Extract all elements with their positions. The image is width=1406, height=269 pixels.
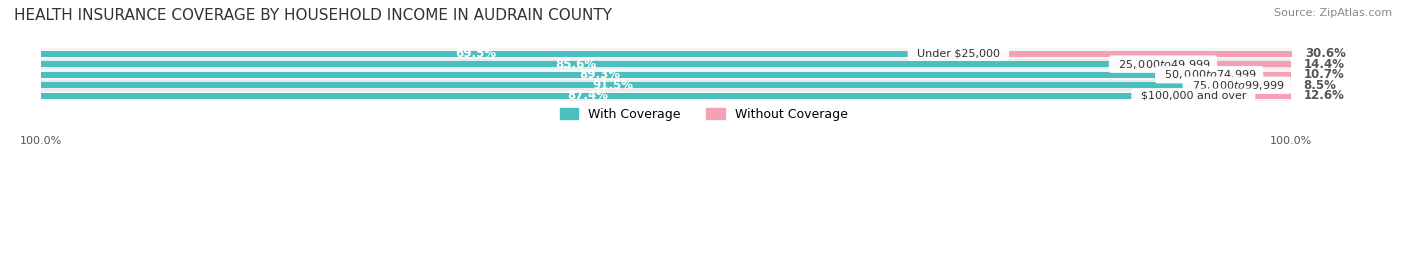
Text: $50,000 to $74,999: $50,000 to $74,999 [1157,68,1261,81]
Text: 91.5%: 91.5% [592,79,634,92]
Bar [41,82,1185,88]
Bar [41,72,1157,77]
Text: 12.6%: 12.6% [1303,89,1344,102]
Text: 69.5%: 69.5% [456,47,496,60]
Text: 89.3%: 89.3% [579,68,620,81]
Bar [910,51,1292,56]
Text: Under $25,000: Under $25,000 [910,49,1007,59]
Text: 8.5%: 8.5% [1303,79,1336,92]
Text: 14.4%: 14.4% [1303,58,1344,71]
Bar [41,91,1291,101]
Text: $75,000 to $99,999: $75,000 to $99,999 [1185,79,1288,92]
Text: 87.4%: 87.4% [567,89,607,102]
Bar [1185,82,1291,88]
Bar [1111,61,1291,67]
Bar [41,48,1291,59]
Bar [1133,93,1291,99]
Bar [41,61,1111,67]
Text: 30.6%: 30.6% [1305,47,1346,60]
Legend: With Coverage, Without Coverage: With Coverage, Without Coverage [555,103,852,126]
Bar [41,59,1291,69]
Text: $25,000 to $49,999: $25,000 to $49,999 [1111,58,1215,71]
Text: 85.6%: 85.6% [555,58,596,71]
Text: HEALTH INSURANCE COVERAGE BY HOUSEHOLD INCOME IN AUDRAIN COUNTY: HEALTH INSURANCE COVERAGE BY HOUSEHOLD I… [14,8,612,23]
Text: 100.0%: 100.0% [1270,136,1312,146]
Bar [41,93,1133,99]
Text: 100.0%: 100.0% [20,136,62,146]
Text: 10.7%: 10.7% [1303,68,1344,81]
Bar [41,80,1291,91]
Text: $100,000 and over: $100,000 and over [1133,91,1253,101]
Bar [1157,72,1291,77]
Text: Source: ZipAtlas.com: Source: ZipAtlas.com [1274,8,1392,18]
Bar [41,51,910,56]
Bar [41,69,1291,80]
